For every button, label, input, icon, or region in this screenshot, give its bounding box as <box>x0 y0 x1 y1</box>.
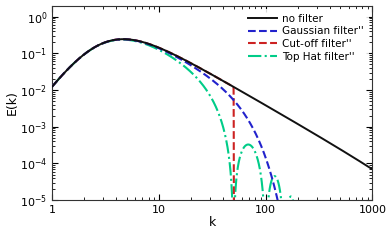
Gaussian filter'' <box>121 38 125 41</box>
no filter <box>63 70 68 73</box>
Line: Top Hat filter'': Top Hat filter'' <box>52 40 372 235</box>
Y-axis label: E(k): E(k) <box>5 90 18 115</box>
Gaussian filter'' <box>69 64 74 67</box>
Line: Gaussian filter'': Gaussian filter'' <box>52 39 372 235</box>
no filter <box>113 38 117 41</box>
no filter <box>69 64 74 67</box>
Gaussian filter'' <box>113 39 117 41</box>
Gaussian filter'' <box>50 85 54 88</box>
Cut-off filter'' <box>231 86 236 88</box>
Gaussian filter'' <box>51 83 56 86</box>
Top Hat filter'' <box>207 92 211 95</box>
no filter <box>370 168 375 171</box>
Top Hat filter'' <box>63 70 68 73</box>
no filter <box>353 157 358 160</box>
no filter <box>51 83 56 86</box>
Line: no filter: no filter <box>52 39 372 169</box>
Line: Cut-off filter'': Cut-off filter'' <box>234 87 252 235</box>
Top Hat filter'' <box>51 83 56 86</box>
Top Hat filter'' <box>120 38 125 41</box>
X-axis label: k: k <box>209 216 216 229</box>
Top Hat filter'' <box>69 64 74 67</box>
no filter <box>121 38 126 41</box>
no filter <box>207 71 211 74</box>
Top Hat filter'' <box>113 39 117 42</box>
no filter <box>50 85 54 88</box>
Legend: no filter, Gaussian filter'', Cut-off filter'', Top Hat filter'': no filter, Gaussian filter'', Cut-off fi… <box>243 9 369 67</box>
Gaussian filter'' <box>63 70 68 73</box>
Gaussian filter'' <box>207 76 211 79</box>
Top Hat filter'' <box>50 85 54 88</box>
